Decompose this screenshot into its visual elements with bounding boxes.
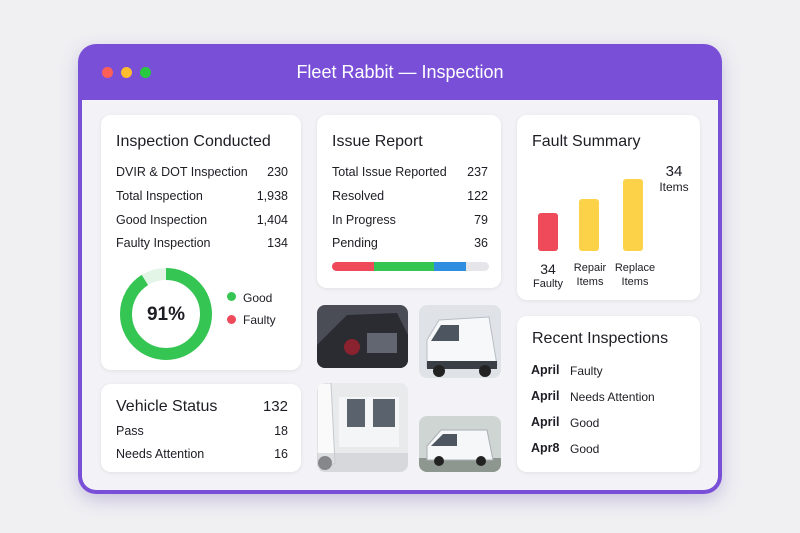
total: 34 — [665, 163, 683, 180]
close-button[interactable] — [102, 67, 113, 78]
bar-label: Repair Items — [573, 262, 607, 288]
status: Good — [570, 416, 600, 430]
date: Apr8 — [531, 441, 560, 455]
fault-card: Fault Summary 34 Items 34 Faulty Repair … — [517, 115, 700, 300]
total: 132 — [262, 398, 288, 415]
progress-segment — [332, 262, 380, 271]
donut-label: 91% — [147, 304, 185, 325]
date: April — [531, 389, 560, 403]
label: Faulty Inspection — [116, 236, 211, 250]
progress-segment — [374, 262, 434, 271]
bar — [538, 213, 558, 251]
window-title: Fleet Rabbit — Inspection — [296, 62, 504, 82]
card-title: Fault Summary — [532, 133, 641, 150]
stat-row: DVIR & DOT Inspection 230 — [116, 165, 288, 179]
stat-row: Needs Attention 16 — [116, 447, 288, 461]
value: 18 — [274, 424, 288, 438]
photo[interactable] — [419, 305, 501, 378]
label: Needs Attention — [116, 447, 205, 461]
bar-value: 34 — [540, 261, 556, 277]
bar-label: Replace Items — [614, 262, 656, 288]
value: 36 — [474, 236, 488, 250]
card-title: Inspection Conducted — [116, 133, 271, 150]
progress-bar — [332, 262, 489, 271]
value: 79 — [474, 213, 488, 227]
legend-swatch — [227, 315, 236, 324]
progress-segment — [434, 262, 466, 271]
legend-label: Good — [243, 291, 273, 305]
status: Good — [570, 442, 600, 456]
date: April — [531, 415, 560, 429]
stat-row: Total Issue Reported 237 — [332, 165, 488, 179]
value: 1,938 — [256, 189, 288, 203]
stat-row: Pass 18 — [116, 424, 288, 438]
photo[interactable] — [419, 416, 501, 472]
value: 230 — [267, 165, 288, 179]
value: 16 — [274, 447, 288, 461]
photo[interactable] — [317, 305, 408, 368]
label: Total Inspection — [116, 189, 203, 203]
stat-row: Total Inspection 1,938 — [116, 189, 288, 203]
status: Faulty — [570, 364, 603, 378]
minimize-button[interactable] — [121, 67, 132, 78]
donut-chart: 91% — [120, 268, 212, 360]
date: April — [531, 363, 560, 377]
stat-row: In Progress 79 — [332, 213, 488, 227]
label: In Progress — [332, 213, 396, 227]
stat-row: Resolved 122 — [332, 189, 488, 203]
value: 237 — [467, 165, 488, 179]
legend-label: Faulty — [243, 313, 276, 327]
label: Pass — [116, 424, 144, 438]
stat-row: Pending 36 — [332, 236, 488, 250]
inspection-card: Inspection Conducted DVIR & DOT Inspecti… — [101, 115, 301, 370]
legend-swatch — [227, 292, 236, 301]
stat-row: Good Inspection 1,404 — [116, 213, 288, 227]
recent-card: Recent Inspections April Faulty April Ne… — [517, 316, 700, 472]
label: Resolved — [332, 189, 385, 203]
value: 1,404 — [256, 213, 288, 227]
value: 122 — [467, 189, 488, 203]
card-title: Recent Inspections — [532, 330, 669, 347]
stat-row: Faulty Inspection 134 — [116, 236, 288, 250]
label: DVIR & DOT Inspection — [116, 165, 248, 179]
bar-label: Faulty — [533, 278, 563, 290]
donut-arc — [120, 268, 212, 360]
label: Pending — [332, 236, 378, 250]
total-unit: Items — [659, 180, 689, 194]
card-title: Issue Report — [332, 133, 423, 150]
value: 134 — [267, 236, 288, 250]
label: Total Issue Reported — [332, 165, 447, 179]
status: Needs Attention — [570, 390, 655, 404]
vehicle-card: Vehicle Status 132 Pass 18 Needs Attentio… — [101, 384, 301, 472]
bar — [579, 199, 599, 251]
bar — [623, 179, 643, 251]
label: Good Inspection — [116, 213, 208, 227]
photo[interactable] — [317, 383, 408, 472]
maximize-button[interactable] — [140, 67, 151, 78]
issue-card: Issue Report Total Issue Reported 237 Res… — [317, 115, 501, 288]
card-title: Vehicle Status — [116, 398, 218, 415]
